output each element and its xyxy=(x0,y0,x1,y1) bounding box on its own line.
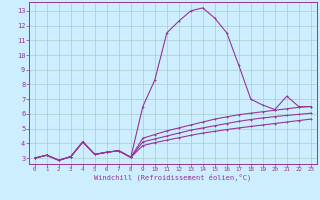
X-axis label: Windchill (Refroidissement éolien,°C): Windchill (Refroidissement éolien,°C) xyxy=(94,174,252,181)
